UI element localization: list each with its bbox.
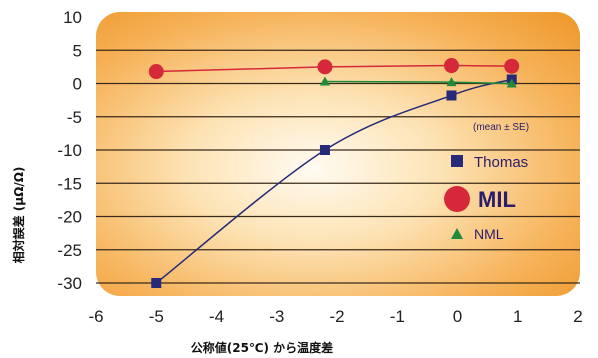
y-tick-label-7: -25 <box>57 241 82 260</box>
legend-marker-thomas <box>451 155 463 167</box>
y-tick-label-8: -30 <box>57 274 82 293</box>
x-tick-label-5: -1 <box>390 307 405 326</box>
point-thomas-2 <box>446 90 456 100</box>
point-mil-1 <box>317 59 332 74</box>
x-tick-label-0: -6 <box>88 307 103 326</box>
y-axis-label: 相対誤差 (μΩ/Ω) <box>11 167 26 264</box>
point-mil-3 <box>504 59 519 74</box>
y-ticks: 10 5 0 -5 -10 -15 -20 -25 -30 <box>57 8 82 293</box>
point-thomas-1 <box>320 145 330 155</box>
point-thomas-0 <box>151 278 161 288</box>
point-mil-2 <box>444 58 459 73</box>
x-ticks: -6 -5 -4 -3 -2 -1 0 1 2 <box>88 307 582 326</box>
x-tick-label-2: -4 <box>209 307 224 326</box>
legend-marker-mil <box>444 186 470 212</box>
x-tick-label-3: -3 <box>269 307 284 326</box>
x-tick-label-7: 1 <box>513 307 522 326</box>
y-tick-label-2: 0 <box>73 75 82 94</box>
x-tick-label-1: -5 <box>149 307 164 326</box>
legend-label-nml: NML <box>474 226 504 242</box>
y-tick-label-6: -20 <box>57 208 82 227</box>
y-tick-label-1: 5 <box>73 41 82 60</box>
x-tick-label-6: 0 <box>453 307 462 326</box>
annotation: (mean ± SE) <box>473 122 529 133</box>
legend-label-mil: MIL <box>478 187 516 212</box>
x-tick-label-8: 2 <box>573 307 582 326</box>
y-tick-label-0: 10 <box>63 8 82 27</box>
y-tick-label-5: -15 <box>57 174 82 193</box>
x-tick-label-4: -2 <box>329 307 344 326</box>
legend-label-thomas: Thomas <box>474 154 528 171</box>
y-tick-label-3: -5 <box>67 108 82 127</box>
point-mil-0 <box>149 64 164 79</box>
x-axis-label: 公称値(25℃) から温度差 <box>191 340 333 355</box>
y-tick-label-4: -10 <box>57 141 82 160</box>
